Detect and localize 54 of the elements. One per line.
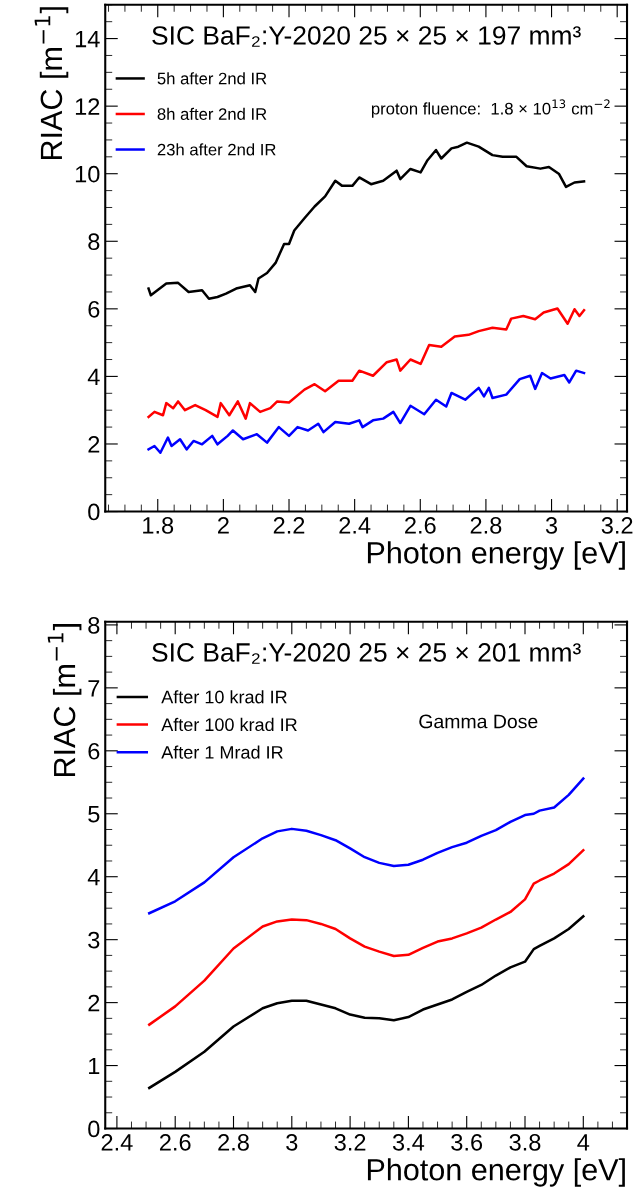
- x-axis-title: Photon energy [eV]: [367, 541, 625, 570]
- line-series: [148, 915, 585, 1090]
- line-series: [147, 141, 586, 300]
- x-tick-label: 3: [545, 517, 558, 534]
- x-tick-label: 1.8: [143, 517, 174, 534]
- x-tick-label: 3.2: [334, 1134, 366, 1151]
- legend-label: 5h after 2nd IR: [157, 72, 267, 85]
- legend-label: After 100 krad IR: [161, 717, 297, 732]
- x-axis-title: Photon energy [eV]: [367, 1158, 625, 1187]
- y-tick-label: 3: [88, 931, 100, 949]
- y-tick-label: 12: [75, 98, 100, 115]
- legend-label: 8h after 2nd IR: [157, 107, 267, 120]
- y-tick-label: 2: [88, 436, 100, 453]
- x-tick-label: 4: [577, 1134, 590, 1151]
- x-tick-label: 3.6: [451, 1134, 483, 1151]
- x-tick-label: 2.6: [159, 1134, 191, 1151]
- legend-label: 23h after 2nd IR: [157, 143, 276, 156]
- annotation: proton fluence: 1.8 × 10$^{13}$ cm$^{−2}$: [371, 99, 610, 118]
- y-axis-title: RIAC [m$^{−1}$]: [47, 624, 82, 777]
- y-tick-label: 5: [88, 806, 100, 823]
- y-tick-label: 2: [88, 994, 100, 1012]
- x-tick-label: 2: [218, 517, 229, 534]
- legend-label: After 10 krad IR: [161, 690, 287, 704]
- x-tick-label: 3.8: [509, 1134, 541, 1151]
- y-tick-label: 1: [89, 1057, 100, 1075]
- x-tick-label: 2.8: [470, 517, 502, 534]
- legend-label: After 1 Mrad IR: [161, 745, 283, 759]
- x-tick-label: 2.2: [273, 517, 305, 534]
- y-tick-label: 7: [88, 680, 100, 697]
- x-tick-label: 2.8: [218, 1134, 249, 1151]
- y-tick-label: 8: [88, 616, 100, 634]
- text: SIC BaF₂:Y-2020 25 × 25 × 197 mm³: [152, 26, 581, 47]
- x-tick-label: 3: [286, 1134, 298, 1151]
- x-tick-label: 2.4: [339, 517, 371, 534]
- line-series: [148, 849, 585, 1026]
- y-tick-label: 8: [88, 233, 100, 251]
- x-tick-label: 2.4: [101, 1134, 133, 1151]
- line-series: [147, 369, 586, 455]
- y-tick-label: 14: [75, 30, 100, 48]
- annotation: Gamma Dose: [419, 714, 538, 729]
- y-axis-title: RIAC [m$^{−1}$]: [34, 7, 69, 160]
- x-tick-label: 2.6: [405, 517, 436, 534]
- text: SIC BaF₂:Y-2020 25 × 25 × 201 mm³: [152, 643, 581, 664]
- y-tick-label: 0: [88, 1120, 100, 1138]
- y-tick-label: 0: [88, 503, 100, 521]
- line-series: [148, 777, 585, 915]
- y-tick-label: 6: [88, 742, 100, 760]
- x-tick-label: 3.2: [601, 517, 633, 534]
- y-tick-label: 6: [88, 300, 100, 318]
- line-series: [147, 307, 586, 420]
- x-tick-label: 3.4: [392, 1134, 425, 1151]
- y-tick-label: 4: [87, 368, 100, 385]
- y-tick-label: 4: [87, 869, 100, 886]
- y-tick-label: 10: [75, 165, 100, 183]
